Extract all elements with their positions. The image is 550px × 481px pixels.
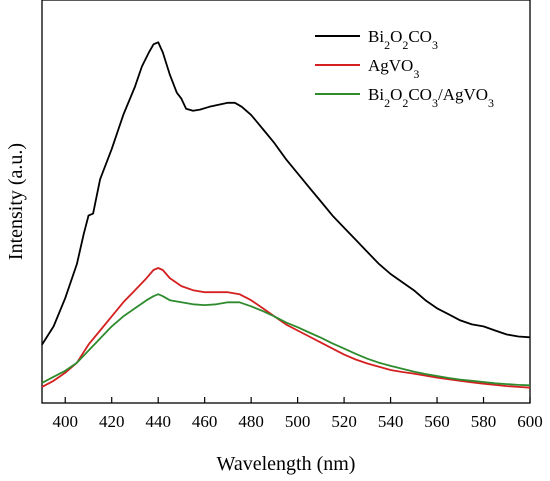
x-axis-title: Wavelength (nm) bbox=[217, 453, 356, 475]
legend: Bi2O2CO3 AgVO3 Bi2O2CO3/AgVO3 bbox=[315, 27, 494, 110]
x-tick-label: 560 bbox=[424, 412, 450, 431]
series-line-2 bbox=[41, 293, 531, 387]
x-axis-ticks: 400 420 440 460 480 500 520 540 560 580 600 bbox=[52, 397, 543, 431]
series-lines bbox=[41, 41, 531, 389]
x-tick-label: 420 bbox=[99, 412, 125, 431]
x-tick-label: 600 bbox=[517, 412, 543, 431]
x-tick-label: 460 bbox=[192, 412, 218, 431]
x-tick-label: 500 bbox=[285, 412, 311, 431]
x-tick-label: 400 bbox=[52, 412, 78, 431]
series-line-1 bbox=[41, 267, 531, 389]
x-tick-label: 580 bbox=[471, 412, 497, 431]
x-tick-label: 520 bbox=[331, 412, 357, 431]
plot-frame bbox=[41, 0, 531, 404]
series-line-0 bbox=[41, 41, 531, 346]
legend-label-2: Bi2O2CO3/AgVO3 bbox=[368, 85, 494, 110]
x-tick-label: 440 bbox=[145, 412, 171, 431]
x-tick-label: 540 bbox=[378, 412, 404, 431]
x-tick-label: 480 bbox=[238, 412, 264, 431]
legend-label-1: AgVO3 bbox=[368, 56, 419, 81]
legend-label-0: Bi2O2CO3 bbox=[368, 27, 438, 52]
y-axis-title: Intensity (a.u.) bbox=[5, 143, 27, 260]
